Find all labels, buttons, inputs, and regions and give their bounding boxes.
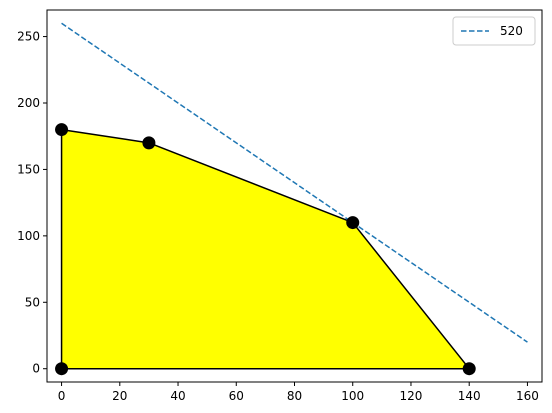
y-tick-label-4: 200 xyxy=(17,96,40,110)
x-tick-label-3: 60 xyxy=(229,389,244,403)
vertex-point-4 xyxy=(462,362,476,376)
y-tick-label-2: 100 xyxy=(17,229,40,243)
legend-label: 520 xyxy=(500,24,523,38)
x-axis: 0 20 40 60 80 100 120 140 160 xyxy=(58,382,539,403)
legend: 520 xyxy=(452,16,536,46)
x-tick-label-1: 20 xyxy=(112,389,127,403)
x-tick-label-4: 80 xyxy=(287,389,302,403)
x-tick-label-5: 100 xyxy=(341,389,364,403)
vertex-point-1 xyxy=(55,123,69,137)
vertex-point-2 xyxy=(142,136,156,150)
x-tick-label-2: 40 xyxy=(170,389,185,403)
y-tick-label-1: 50 xyxy=(25,295,40,309)
y-tick-label-5: 250 xyxy=(17,30,40,44)
x-tick-label-8: 160 xyxy=(516,389,539,403)
y-axis: 0 50 100 150 200 250 xyxy=(17,30,47,376)
vertex-point-3 xyxy=(346,216,360,230)
y-tick-label-3: 150 xyxy=(17,162,40,176)
feasible-region xyxy=(60,128,470,370)
series-layer xyxy=(61,22,528,343)
vertex-point-0 xyxy=(55,362,69,376)
feasible-region-layer xyxy=(60,128,470,370)
vertex-points-layer xyxy=(55,123,476,376)
x-tick-label-7: 140 xyxy=(458,389,481,403)
legend-box xyxy=(452,16,536,46)
x-tick-label-6: 120 xyxy=(400,389,423,403)
x-tick-label-0: 0 xyxy=(58,389,66,403)
y-tick-label-0: 0 xyxy=(32,362,40,376)
series-line-0 xyxy=(61,22,528,343)
